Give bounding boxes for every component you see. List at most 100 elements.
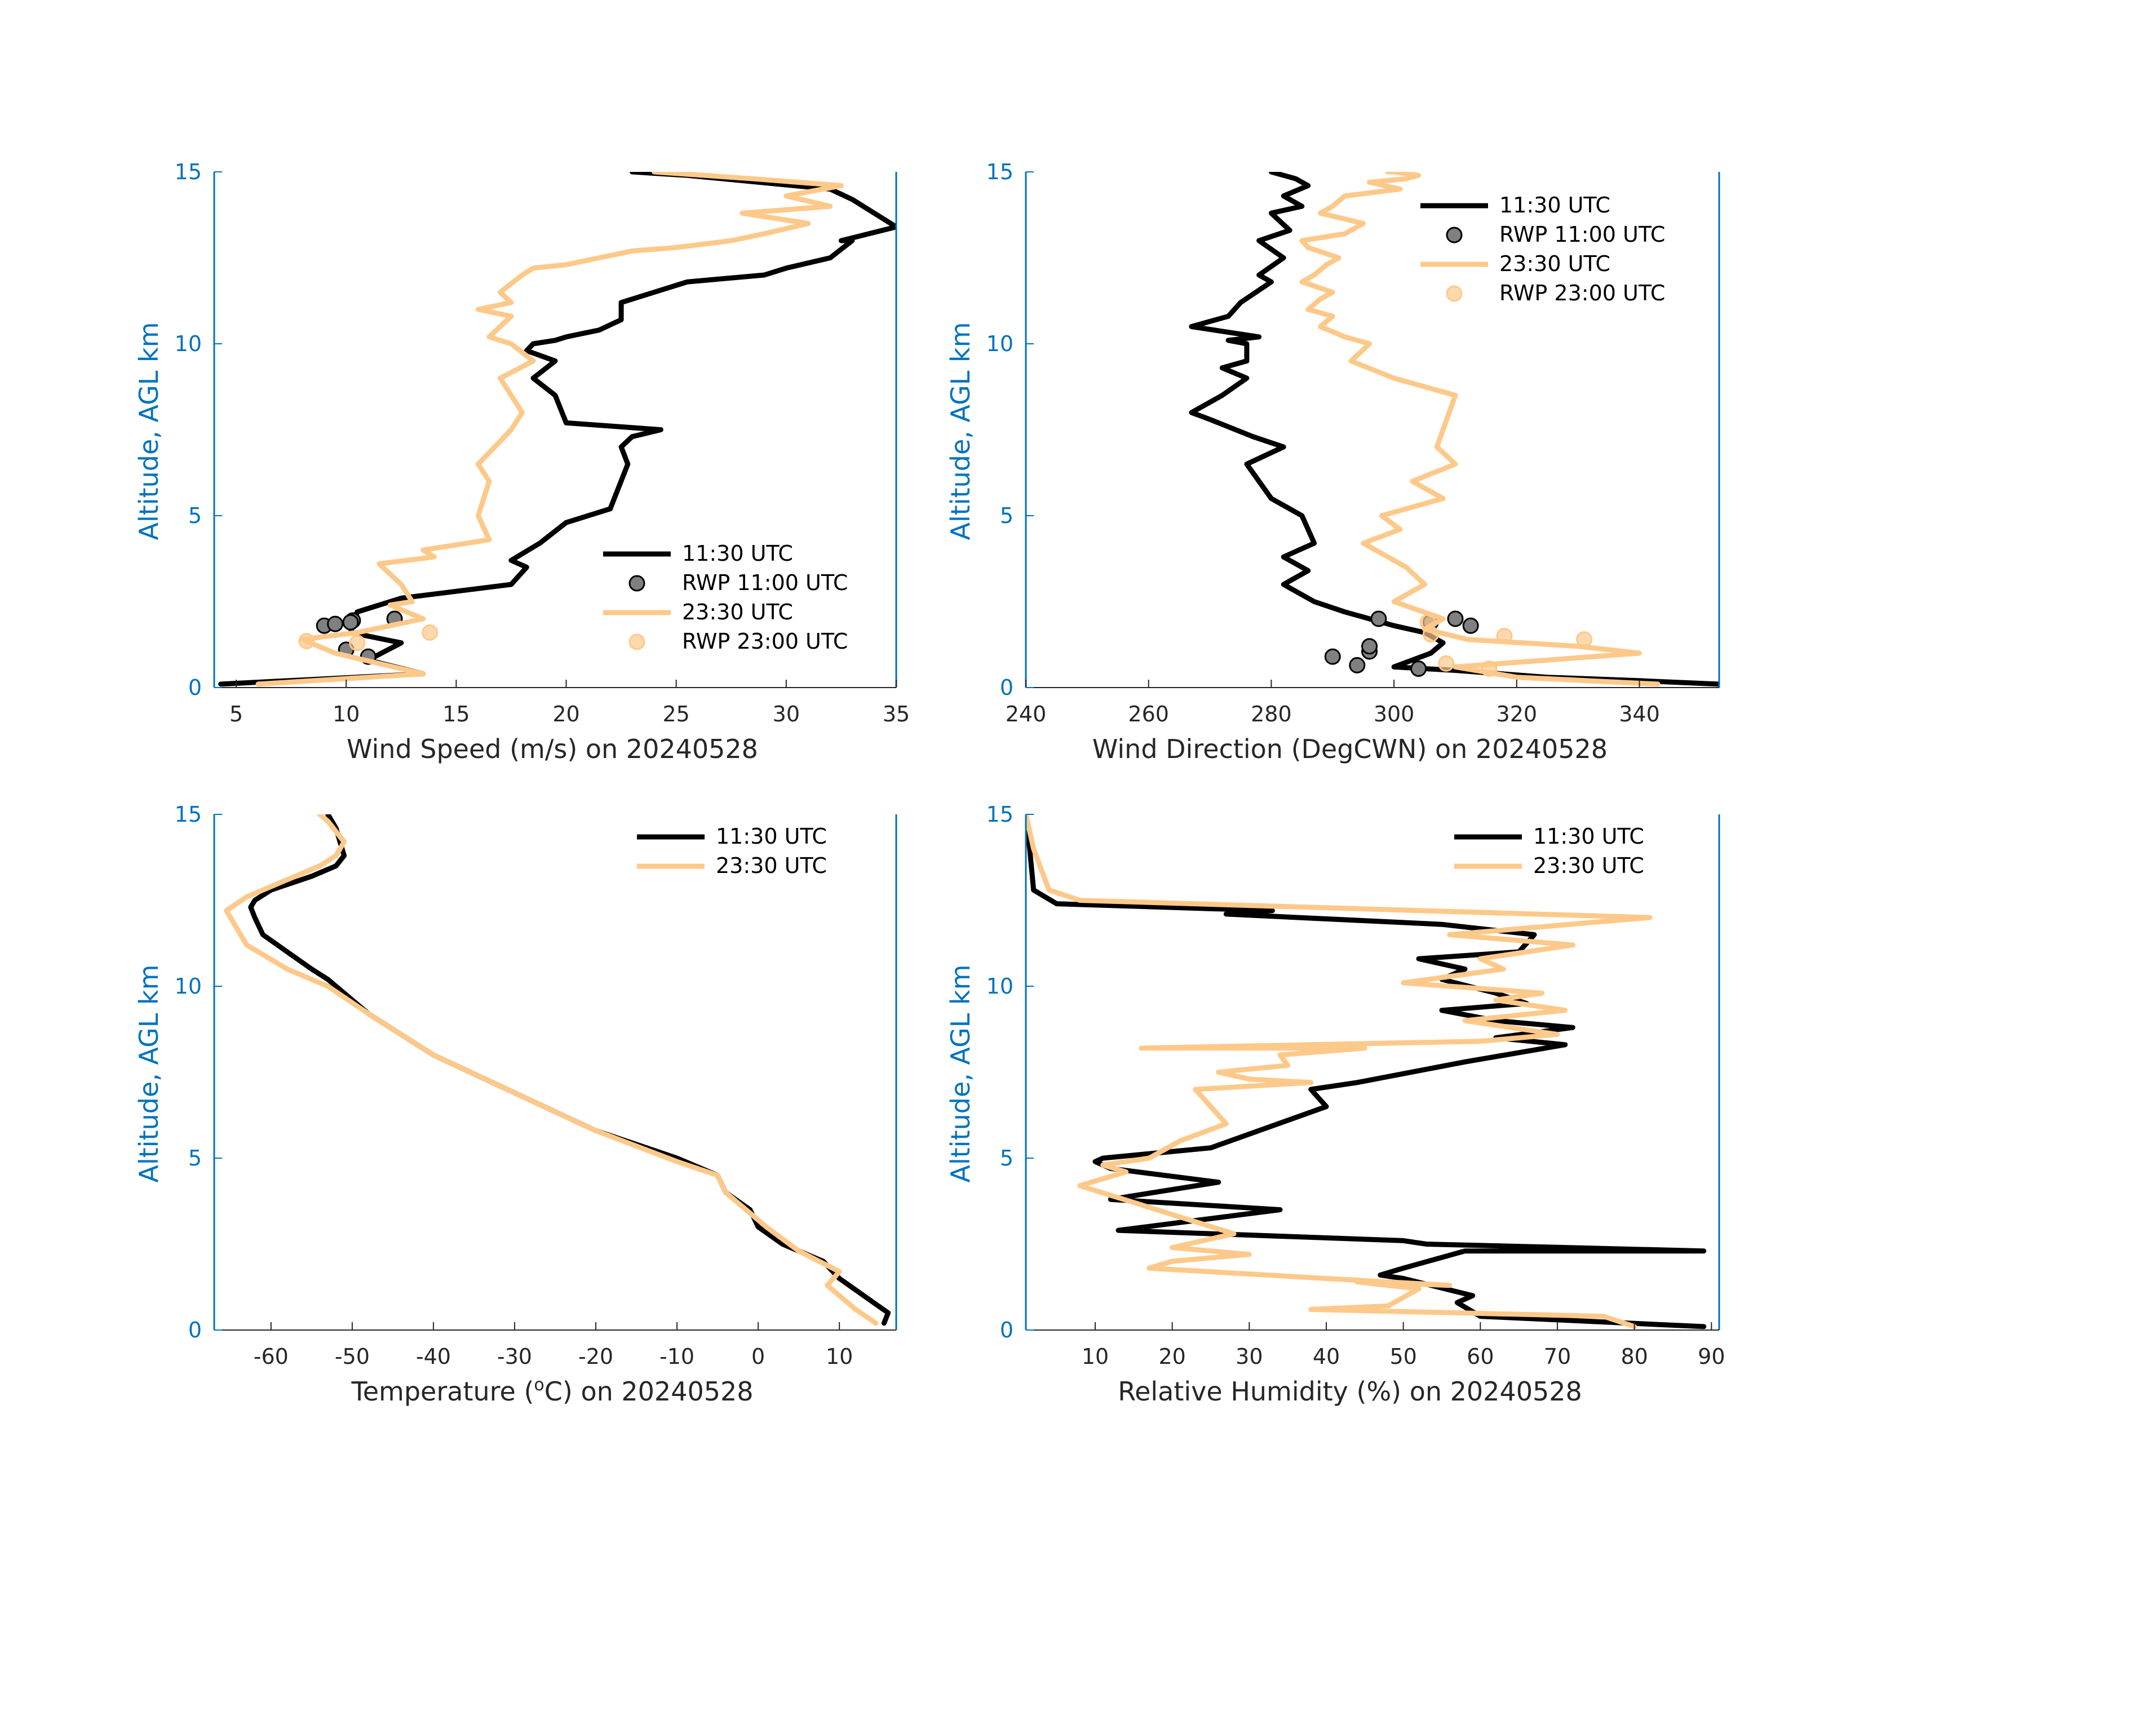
wind-direction-xtick-label: 260	[1128, 702, 1169, 726]
wind-speed-ytick-label: 0	[188, 675, 202, 700]
wind-direction-legend-label: RWP 11:00 UTC	[1499, 222, 1665, 247]
temperature-xtick-label: -30	[497, 1344, 532, 1369]
wind-direction-xtick-label: 280	[1251, 702, 1292, 726]
wind-speed-legend-marker	[628, 633, 645, 650]
wind-speed-series-11-30-utc	[218, 172, 896, 687]
wind-speed-legend-label: RWP 11:00 UTC	[682, 570, 848, 595]
wind-direction-xlabel: Wind Direction (DegCWN) on 20240528	[1092, 734, 1608, 764]
temperature-xtick-label: -40	[416, 1344, 451, 1369]
relative-humidity-xtick-label: 20	[1158, 1344, 1185, 1369]
wind-direction-rwp-point	[1324, 648, 1341, 665]
wind-speed-rwp-point	[342, 614, 359, 631]
wind-direction-legend-marker	[1446, 285, 1463, 302]
wind-direction-ytick-label: 15	[986, 159, 1013, 184]
wind-speed-ytick-label: 5	[188, 503, 202, 528]
temperature-panel: -60 -50 -40 -30 -20 -10 0 10 0 5 10 15 11:30 UTC 23:3…	[134, 802, 897, 1407]
wind-direction-rwp-point	[1481, 660, 1498, 677]
wind-direction-rwp-point	[1349, 657, 1366, 673]
wind-direction-xtick-label: 320	[1497, 702, 1538, 726]
relative-humidity-ytick-label: 10	[986, 974, 1013, 999]
wind-speed-ytick-label: 10	[175, 331, 202, 356]
relative-humidity-xtick-label: 80	[1621, 1344, 1648, 1369]
temperature-ytick-label: 15	[175, 802, 202, 827]
wind-speed-series-23-30-utc	[255, 172, 844, 687]
relative-humidity-xtick-label: 60	[1467, 1344, 1494, 1369]
wind-direction-rwp-point	[1462, 617, 1479, 634]
wind-speed-rwp-point	[298, 633, 315, 650]
wind-speed-legend-label: 23:30 UTC	[682, 600, 793, 624]
temperature-xlabel: Temperature (oC) on 20240528	[351, 1375, 753, 1407]
wind-speed-panel: 5 10 15 20 25 30 35 0 5 10 15 11:30 UTC RWP 11:00 UT…	[134, 159, 910, 764]
wind-direction-ytick-label: 0	[1000, 675, 1013, 700]
temperature-ylabel: Altitude, AGL km	[134, 964, 164, 1182]
wind-direction-legend-marker	[1446, 227, 1463, 243]
wind-direction-rwp-point	[1438, 655, 1455, 672]
temperature-legend-label: 23:30 UTC	[716, 853, 827, 878]
relative-humidity-legend: 11:30 UTC 23:30 UTC	[1454, 824, 1644, 878]
wind-speed-rwp-point	[422, 624, 439, 641]
wind-direction-ylabel: Altitude, AGL km	[945, 322, 976, 540]
relative-humidity-ytick-label: 0	[1000, 1318, 1013, 1342]
relative-humidity-xtick-label: 40	[1313, 1344, 1340, 1369]
wind-direction-rwp-point	[1496, 628, 1513, 644]
wind-speed-xtick-label: 5	[229, 702, 243, 726]
temperature-xtick-label: 0	[751, 1344, 765, 1369]
wind-speed-xtick-label: 35	[883, 702, 910, 726]
temperature-series-23-30-utc	[224, 814, 879, 1326]
temperature-xtick-label: -20	[578, 1344, 613, 1369]
relative-humidity-ylabel: Altitude, AGL km	[945, 964, 976, 1182]
wind-speed-ylabel: Altitude, AGL km	[134, 322, 164, 540]
temperature-legend: 11:30 UTC 23:30 UTC	[637, 824, 827, 878]
wind-speed-xtick-label: 20	[552, 702, 579, 726]
wind-direction-xtick-label: 240	[1006, 702, 1047, 726]
wind-speed-ytick-label: 15	[175, 159, 202, 184]
wind-direction-legend-label: 23:30 UTC	[1499, 251, 1610, 276]
wind-speed-xtick-label: 10	[333, 702, 360, 726]
wind-direction-series-11-30-utc	[1189, 172, 1719, 687]
relative-humidity-xtick-label: 10	[1082, 1344, 1109, 1369]
wind-speed-legend: 11:30 UTC RWP 11:00 UTC 23:30 UTC RWP 23:00…	[603, 541, 848, 654]
relative-humidity-panel: 10 20 30 40 50 60 70 80 90 0 5 10 15 11:30 UTC 23:30 U…	[945, 802, 1725, 1407]
relative-humidity-xtick-label: 90	[1698, 1344, 1725, 1369]
temperature-xlabel-sup: o	[534, 1375, 544, 1395]
wind-direction-legend-label: 11:30 UTC	[1499, 193, 1610, 218]
wind-direction-rwp-point	[1361, 638, 1378, 655]
temperature-xtick-label: -10	[659, 1344, 694, 1369]
relative-humidity-ytick-label: 15	[986, 802, 1013, 827]
wind-direction-rwp-point	[1447, 610, 1464, 627]
relative-humidity-legend-label: 23:30 UTC	[1533, 853, 1644, 878]
wind-direction-xtick-label: 300	[1374, 702, 1415, 726]
relative-humidity-legend-label: 11:30 UTC	[1533, 824, 1644, 849]
wind-speed-xtick-label: 25	[662, 702, 689, 726]
temperature-ytick-label: 10	[175, 974, 202, 999]
wind-speed-rwp-point	[349, 635, 366, 651]
wind-speed-legend-label: RWP 23:00 UTC	[682, 629, 848, 654]
wind-direction-legend: 11:30 UTC RWP 11:00 UTC 23:30 UTC RWP 23:00…	[1420, 193, 1665, 305]
wind-speed-xtick-label: 15	[442, 702, 470, 726]
temperature-ytick-label: 5	[188, 1146, 202, 1171]
wind-direction-legend-label: RWP 23:00 UTC	[1499, 281, 1665, 305]
relative-humidity-xtick-label: 30	[1236, 1344, 1263, 1369]
temperature-legend-label: 11:30 UTC	[716, 824, 827, 849]
wind-direction-rwp-point	[1576, 631, 1593, 648]
relative-humidity-xtick-label: 70	[1544, 1344, 1571, 1369]
temperature-xtick-label: -50	[335, 1344, 370, 1369]
wind-speed-xlabel: Wind Speed (m/s) on 20240528	[347, 734, 758, 764]
wind-speed-rwp-point	[327, 615, 344, 632]
relative-humidity-xtick-label: 50	[1389, 1344, 1416, 1369]
relative-humidity-xlabel: Relative Humidity (%) on 20240528	[1118, 1376, 1582, 1407]
relative-humidity-series-11-30-utc	[1026, 814, 1707, 1329]
temperature-xtick-label: -60	[254, 1344, 289, 1369]
relative-humidity-series-23-30-utc	[1026, 814, 1653, 1329]
wind-direction-rwp-point	[1419, 614, 1436, 631]
wind-direction-series-23-30-utc	[1299, 172, 1661, 687]
wind-direction-panel: 240 260 280 300 320 340 0 5 10 15 11:30 UTC RWP 11:…	[945, 159, 1720, 764]
wind-speed-legend-label: 11:30 UTC	[682, 541, 793, 566]
wind-speed-xtick-label: 30	[773, 702, 800, 726]
wind-direction-xtick-label: 340	[1619, 702, 1660, 726]
wind-direction-ytick-label: 10	[986, 331, 1013, 356]
temperature-ytick-label: 0	[188, 1318, 202, 1342]
temperature-xlabel-prefix: Temperature (	[351, 1376, 534, 1407]
temperature-xlabel-suffix: C) on 20240528	[544, 1376, 754, 1407]
